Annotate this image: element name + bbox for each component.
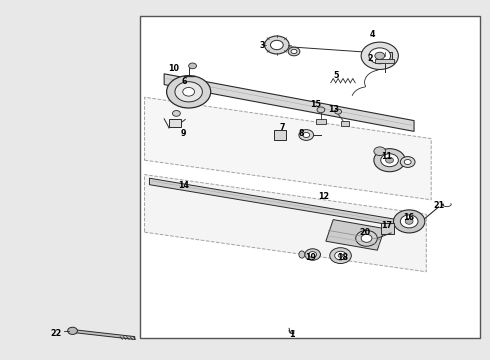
Text: 13: 13: [328, 105, 339, 114]
Text: 3: 3: [259, 41, 265, 50]
Circle shape: [291, 49, 297, 54]
Circle shape: [338, 254, 343, 257]
Polygon shape: [326, 220, 385, 250]
Circle shape: [305, 249, 320, 260]
Polygon shape: [145, 97, 431, 200]
Bar: [381, 223, 394, 234]
Text: 11: 11: [382, 152, 392, 161]
Circle shape: [175, 82, 202, 102]
Text: 10: 10: [169, 64, 179, 73]
Circle shape: [317, 107, 325, 113]
Text: 8: 8: [298, 129, 304, 138]
Text: 12: 12: [318, 192, 329, 201]
Circle shape: [404, 159, 411, 165]
Text: 21: 21: [433, 201, 444, 210]
Text: 9: 9: [181, 129, 187, 138]
Bar: [169, 119, 181, 127]
Circle shape: [335, 109, 342, 114]
Circle shape: [335, 251, 346, 260]
Circle shape: [356, 230, 377, 246]
Bar: [274, 130, 286, 140]
Circle shape: [68, 327, 77, 334]
Text: 6: 6: [181, 77, 187, 86]
Circle shape: [172, 111, 180, 116]
Text: 15: 15: [311, 100, 321, 109]
Circle shape: [265, 36, 289, 54]
Polygon shape: [149, 178, 419, 230]
Text: 16: 16: [404, 213, 415, 222]
Circle shape: [361, 42, 398, 69]
Circle shape: [299, 130, 314, 140]
Text: 20: 20: [360, 228, 370, 237]
Circle shape: [393, 210, 425, 233]
Circle shape: [270, 40, 283, 50]
Bar: [375, 59, 394, 63]
Text: 5: 5: [333, 71, 339, 80]
Bar: [341, 121, 349, 126]
Circle shape: [400, 215, 418, 228]
Polygon shape: [164, 74, 414, 131]
Circle shape: [330, 248, 351, 264]
Circle shape: [288, 47, 300, 56]
Circle shape: [189, 63, 196, 69]
Polygon shape: [145, 175, 426, 272]
Circle shape: [183, 87, 195, 96]
Circle shape: [374, 147, 386, 156]
Text: 22: 22: [51, 328, 62, 338]
Text: 19: 19: [306, 253, 317, 262]
Bar: [316, 119, 326, 124]
Text: 1: 1: [289, 330, 294, 338]
Circle shape: [369, 48, 391, 64]
Polygon shape: [71, 329, 135, 339]
Circle shape: [400, 157, 415, 167]
Circle shape: [309, 252, 317, 257]
Circle shape: [303, 132, 310, 138]
Text: 2: 2: [367, 54, 373, 63]
Ellipse shape: [299, 251, 305, 258]
Circle shape: [375, 52, 385, 59]
Text: 17: 17: [382, 220, 392, 230]
Bar: [140, 16, 480, 338]
Circle shape: [405, 219, 413, 224]
Text: 18: 18: [338, 253, 348, 262]
Circle shape: [361, 234, 372, 242]
Circle shape: [167, 76, 211, 108]
Text: 4: 4: [369, 30, 375, 39]
Text: 7: 7: [279, 123, 285, 132]
Text: 14: 14: [178, 181, 189, 190]
Circle shape: [374, 149, 405, 172]
Circle shape: [386, 157, 393, 163]
Bar: [377, 52, 392, 61]
Circle shape: [381, 154, 398, 167]
